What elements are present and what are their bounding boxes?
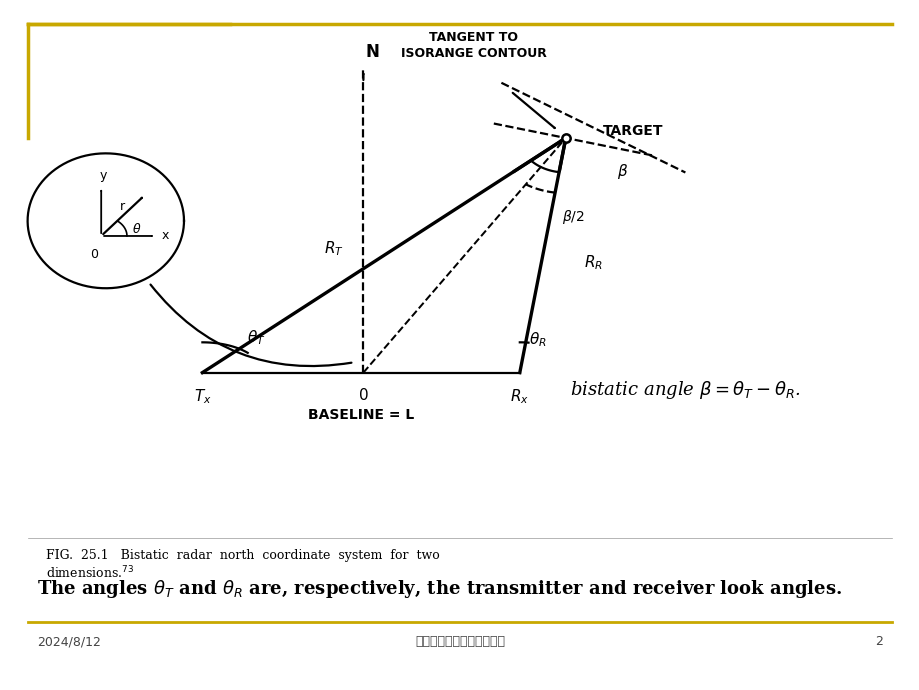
Text: $\beta$: $\beta$ (617, 161, 628, 181)
Text: 2024/8/12: 2024/8/12 (37, 635, 100, 648)
Text: $\beta/2$: $\beta/2$ (562, 208, 584, 226)
Text: N: N (365, 43, 380, 61)
Text: 0: 0 (358, 388, 368, 403)
Text: bistatic angle $\beta = \theta_T - \theta_R$.: bistatic angle $\beta = \theta_T - \thet… (570, 379, 800, 401)
Text: 2: 2 (874, 635, 882, 648)
Text: 0: 0 (90, 248, 97, 262)
Text: TARGET: TARGET (602, 124, 663, 138)
Text: $\theta_R$: $\theta_R$ (528, 330, 546, 349)
Text: $R_R$: $R_R$ (584, 253, 602, 272)
Text: x: x (162, 230, 169, 242)
Text: r: r (119, 201, 125, 213)
Text: y: y (99, 169, 107, 182)
Text: $\theta$: $\theta$ (132, 222, 142, 236)
Text: $\theta_T$: $\theta_T$ (246, 328, 265, 348)
Text: 哈尔滨工业大学电子工程系: 哈尔滨工业大学电子工程系 (414, 635, 505, 648)
FancyArrowPatch shape (151, 284, 351, 366)
Text: FIG.  25.1   Bistatic  radar  north  coordinate  system  for  two
dimensions.$^{: FIG. 25.1 Bistatic radar north coordinat… (46, 549, 439, 581)
Text: BASELINE = L: BASELINE = L (308, 408, 414, 422)
Text: TANGENT TO
ISORANGE CONTOUR: TANGENT TO ISORANGE CONTOUR (401, 31, 546, 60)
Text: $T_x$: $T_x$ (193, 388, 211, 406)
Text: $R_x$: $R_x$ (510, 388, 528, 406)
Text: The angles $\theta_T$ and $\theta_R$ are, respectively, the transmitter and rece: The angles $\theta_T$ and $\theta_R$ are… (37, 578, 841, 600)
Text: $R_T$: $R_T$ (323, 239, 343, 258)
